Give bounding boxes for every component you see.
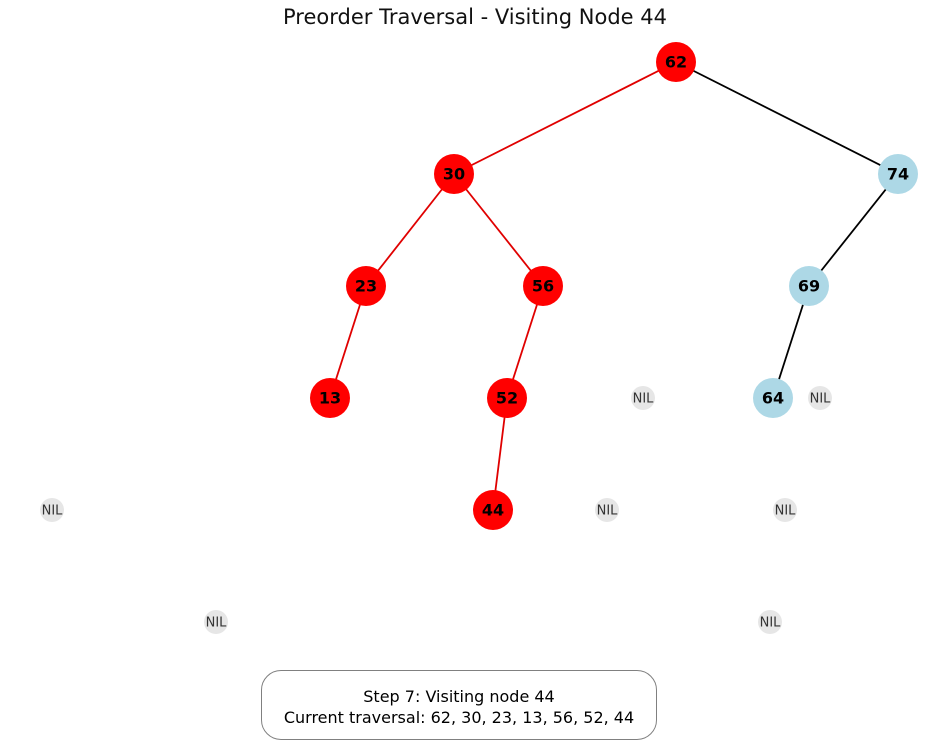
node-label: 64 [762, 389, 784, 408]
status-traversal-text: Current traversal: 62, 30, 23, 13, 56, 5… [283, 708, 635, 727]
nil-label: NIL [775, 504, 797, 519]
nil-node: NIL [773, 498, 797, 522]
nil-circle [773, 498, 797, 522]
nil-node: NIL [40, 498, 64, 522]
tree-node-62: 62 [656, 42, 696, 82]
node-label: 74 [887, 165, 909, 184]
edge-30-23 [365, 173, 455, 287]
node-circle [789, 266, 829, 306]
nil-placeholders: NIL NIL NIL NIL NIL NIL NIL [40, 386, 832, 634]
nil-node: NIL [631, 386, 655, 410]
node-label: 62 [665, 53, 687, 72]
tree-node-74: 74 [878, 154, 918, 194]
nil-label: NIL [206, 616, 228, 631]
tree-node-44: 44 [473, 490, 513, 530]
node-circle [310, 378, 350, 418]
node-circle [523, 266, 563, 306]
node-label: 56 [532, 277, 554, 296]
tree-node-52: 52 [487, 378, 527, 418]
nil-circle [808, 386, 832, 410]
edge-62-30 [453, 61, 677, 175]
edge-62-74 [675, 61, 899, 175]
node-label: 44 [482, 501, 504, 520]
nil-label: NIL [597, 504, 619, 519]
node-label: 52 [496, 389, 518, 408]
nil-label: NIL [42, 504, 64, 519]
nil-label: NIL [633, 392, 655, 407]
tree-node-69: 69 [789, 266, 829, 306]
tree-node-13: 13 [310, 378, 350, 418]
nil-label: NIL [810, 392, 832, 407]
nil-circle [40, 498, 64, 522]
tree-node-23: 23 [346, 266, 386, 306]
edge-74-69 [808, 173, 899, 287]
node-label: 23 [355, 277, 377, 296]
nil-circle [595, 498, 619, 522]
tree-nodes: 62 30 74 23 56 69 13 52 64 44 [310, 42, 918, 530]
nil-circle [631, 386, 655, 410]
nil-node: NIL [808, 386, 832, 410]
node-circle [346, 266, 386, 306]
node-circle [473, 490, 513, 530]
diagram-title: Preorder Traversal - Visiting Node 44 [283, 5, 667, 29]
nil-node: NIL [204, 610, 228, 634]
edge-30-56 [453, 173, 544, 287]
nil-circle [758, 610, 782, 634]
tree-node-30: 30 [434, 154, 474, 194]
nil-node: NIL [758, 610, 782, 634]
status-step-text: Step 7: Visiting node 44 [363, 687, 555, 706]
node-label: 30 [443, 165, 465, 184]
node-circle [487, 378, 527, 418]
node-circle [434, 154, 474, 194]
node-label: 69 [798, 277, 820, 296]
nil-circle [204, 610, 228, 634]
node-circle [753, 378, 793, 418]
nil-label: NIL [760, 616, 782, 631]
status-box: Step 7: Visiting node 44 Current travers… [261, 670, 657, 740]
node-label: 13 [319, 389, 341, 408]
node-circle [878, 154, 918, 194]
node-circle [656, 42, 696, 82]
nil-node: NIL [595, 498, 619, 522]
tree-node-56: 56 [523, 266, 563, 306]
tree-node-64: 64 [753, 378, 793, 418]
